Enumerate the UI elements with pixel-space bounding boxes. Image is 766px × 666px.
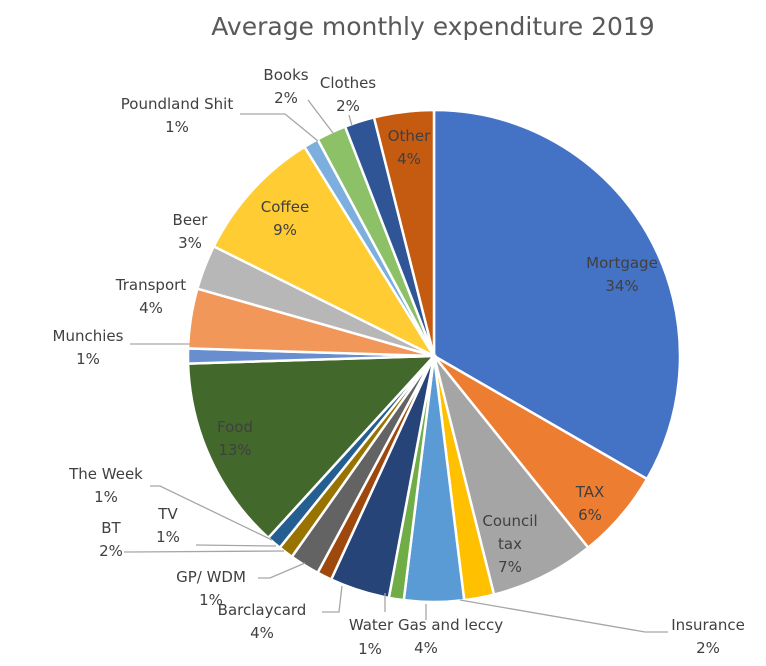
chart-title: Average monthly expenditure 2019 [211, 12, 655, 41]
leader-line [258, 562, 306, 579]
data-label: Other 4% [388, 127, 431, 168]
pie-slice-council-tax [432, 355, 590, 597]
pie-slices [186, 108, 682, 604]
pie-slice-coffee [212, 145, 438, 360]
leader-line [195, 544, 277, 547]
pie-slice-food [186, 354, 437, 540]
leader-line [150, 485, 273, 541]
leader-line [240, 113, 319, 142]
data-label: Coffee 9% [261, 198, 309, 239]
pie-slice-other [372, 108, 436, 357]
data-label: Barclaycard 4% [218, 601, 307, 642]
data-label: Council tax 7% [482, 512, 537, 576]
leader-line [459, 599, 668, 633]
data-label: TV 1% [156, 505, 180, 546]
data-label: BT 2% [99, 519, 123, 560]
data-label: Poundland Shit 1% [121, 95, 234, 136]
data-label: TAX 6% [575, 483, 605, 524]
data-label: Munchies 1% [53, 327, 124, 368]
data-label: Transport 4% [115, 276, 187, 317]
data-label: Books 2% [263, 66, 308, 107]
leader-line [307, 99, 334, 134]
data-label: Clothes 2% [320, 74, 376, 115]
pie-slice-mortgage [432, 108, 682, 481]
data-label: Beer 3% [173, 211, 209, 252]
leader-line [322, 585, 343, 613]
data-label: Insurance 2% [671, 616, 745, 657]
data-label: Food 13% [217, 418, 253, 459]
leader-line [348, 114, 353, 127]
data-label: Mortgage 34% [586, 254, 658, 295]
data-labels: Mortgage 34% TAX 6% Council tax 7% Insurance 2% W… [53, 66, 745, 658]
leader-line [123, 550, 285, 553]
leader-lines [123, 99, 668, 633]
data-label: 1% [358, 640, 382, 658]
data-label: The Week 1% [68, 465, 143, 506]
data-label: Water Gas and leccy 4% [349, 616, 503, 657]
data-label: GP/ WDM 1% [176, 568, 246, 609]
